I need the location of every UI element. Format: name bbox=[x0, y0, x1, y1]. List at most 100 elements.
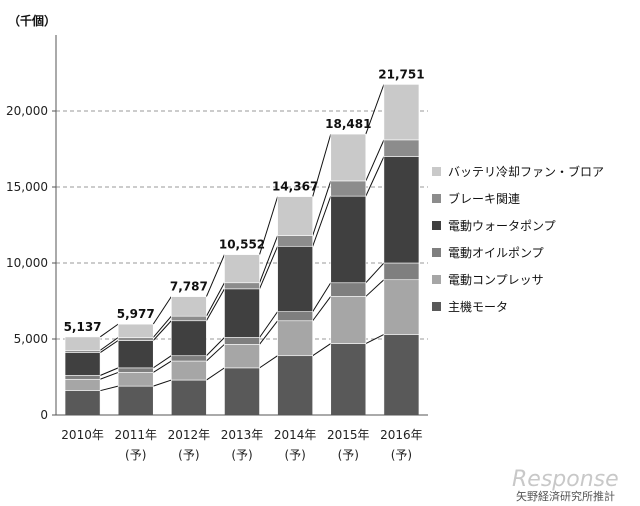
connector-line bbox=[152, 360, 172, 373]
legend-label: ブレーキ関連 bbox=[448, 191, 520, 206]
x-tick-label: 2016年 bbox=[380, 428, 423, 442]
legend-label: 主機モータ bbox=[448, 299, 508, 314]
connector-line bbox=[152, 296, 172, 325]
connector-line bbox=[259, 311, 279, 338]
bar-segment bbox=[277, 235, 313, 247]
total-label: 5,137 bbox=[64, 320, 102, 334]
connector-line bbox=[152, 355, 172, 369]
axes bbox=[55, 35, 428, 416]
bar-segment bbox=[171, 320, 207, 357]
bar-segment bbox=[277, 320, 313, 357]
legend-swatch bbox=[432, 302, 441, 311]
x-tick-label: (予) bbox=[178, 448, 199, 462]
y-tick-label: 0 bbox=[40, 408, 48, 422]
x-tick-label: (予) bbox=[231, 448, 252, 462]
legend-swatch bbox=[432, 248, 441, 257]
connector-line bbox=[312, 296, 332, 322]
connector-line bbox=[259, 320, 279, 345]
connector-line bbox=[312, 133, 332, 197]
connector-line bbox=[365, 333, 385, 345]
legend-label: 電動ウォータポンプ bbox=[448, 219, 556, 233]
y-axis-unit-label: （千個） bbox=[8, 13, 56, 28]
connector-line bbox=[259, 246, 279, 290]
bar-segment bbox=[277, 196, 313, 236]
bar-segment bbox=[224, 282, 260, 290]
connector-line bbox=[365, 84, 385, 135]
legend-swatch bbox=[432, 275, 441, 284]
bar-segment bbox=[64, 336, 101, 351]
connector-line bbox=[259, 235, 279, 283]
legend-label: 電動オイルポンプ bbox=[448, 246, 544, 260]
y-tick-label: 10,000 bbox=[6, 256, 48, 270]
connector-line bbox=[205, 282, 225, 317]
connector-line bbox=[312, 343, 332, 357]
legend-swatch bbox=[432, 221, 441, 230]
x-axis-ticks: 2010年 2011年 (予) 2012年 (予) 2013年 (予) 2014年 (予) 201… bbox=[61, 428, 422, 462]
total-label: 10,552 bbox=[219, 238, 265, 252]
connector-line bbox=[153, 379, 172, 387]
bar-segment bbox=[117, 372, 154, 387]
legend: バッテリ冷却ファン・ブロアブレーキ関連電動ウォータポンプ電動オイルポンプ電動コン… bbox=[432, 164, 604, 314]
bar-segment bbox=[64, 390, 101, 416]
connector-line bbox=[99, 367, 119, 376]
connector-line bbox=[206, 367, 225, 381]
x-tick-label: 2013年 bbox=[221, 428, 264, 442]
bar-segment bbox=[383, 156, 420, 264]
bar-segment bbox=[330, 133, 367, 182]
x-tick-label: (予) bbox=[338, 448, 359, 462]
watermark: Response 矢野経済研究所推計 bbox=[512, 467, 619, 503]
bar-segment bbox=[64, 350, 101, 353]
bar-segment bbox=[171, 296, 207, 317]
bar-segment bbox=[117, 385, 154, 416]
total-label: 14,367 bbox=[272, 180, 318, 194]
y-axis-ticks: 0 5,000 10,000 15,000 20,000 bbox=[6, 104, 56, 422]
watermark-source: 矢野経済研究所推計 bbox=[516, 489, 615, 503]
bar-segment bbox=[64, 378, 101, 391]
connector-line bbox=[99, 385, 119, 392]
bar-segment bbox=[330, 296, 367, 344]
total-label: 7,787 bbox=[170, 280, 208, 294]
total-label: 5,977 bbox=[117, 307, 155, 321]
total-data-labels: 5,137 5,977 7,787 10,552 14,367 18,481 21,751 bbox=[64, 67, 425, 334]
legend-swatch bbox=[432, 194, 441, 203]
x-tick-label: (予) bbox=[125, 448, 146, 462]
connector-line bbox=[259, 355, 278, 369]
bar-segment bbox=[171, 315, 207, 322]
connector-line bbox=[206, 337, 225, 357]
bar-segment bbox=[117, 367, 154, 373]
connector-line bbox=[259, 196, 279, 255]
bar-segment bbox=[117, 340, 154, 369]
connector-line bbox=[365, 139, 385, 182]
connector-line bbox=[205, 288, 225, 322]
connector-line bbox=[99, 340, 119, 354]
connector-line bbox=[99, 323, 119, 338]
x-tick-label: (予) bbox=[284, 448, 305, 462]
connector-line bbox=[365, 262, 385, 284]
legend-label: 電動コンプレッサ bbox=[448, 273, 544, 287]
connector-line bbox=[205, 254, 225, 297]
x-tick-label: (予) bbox=[391, 448, 412, 462]
y-tick-label: 5,000 bbox=[14, 332, 48, 346]
bar-segment bbox=[64, 375, 101, 380]
bar-segment bbox=[171, 379, 207, 416]
bar-segment bbox=[277, 311, 313, 322]
total-label: 18,481 bbox=[325, 117, 371, 131]
series-connector-lines bbox=[99, 84, 385, 392]
bar-segment bbox=[383, 334, 420, 416]
connector-line bbox=[312, 282, 332, 312]
connector-line bbox=[152, 315, 172, 338]
connector-line bbox=[312, 195, 332, 247]
watermark-brand: Response bbox=[512, 467, 619, 492]
y-tick-label: 15,000 bbox=[6, 180, 48, 194]
bar-segment bbox=[224, 254, 260, 284]
connector-line bbox=[99, 337, 119, 351]
bar-segment bbox=[224, 367, 260, 416]
connector-line bbox=[99, 371, 119, 380]
x-tick-label: 2015年 bbox=[327, 428, 370, 442]
bar-segment bbox=[224, 337, 260, 345]
bar-segment bbox=[117, 323, 154, 338]
x-tick-label: 2010年 bbox=[61, 428, 104, 442]
bar-segment bbox=[277, 245, 313, 312]
connector-line bbox=[206, 343, 225, 362]
